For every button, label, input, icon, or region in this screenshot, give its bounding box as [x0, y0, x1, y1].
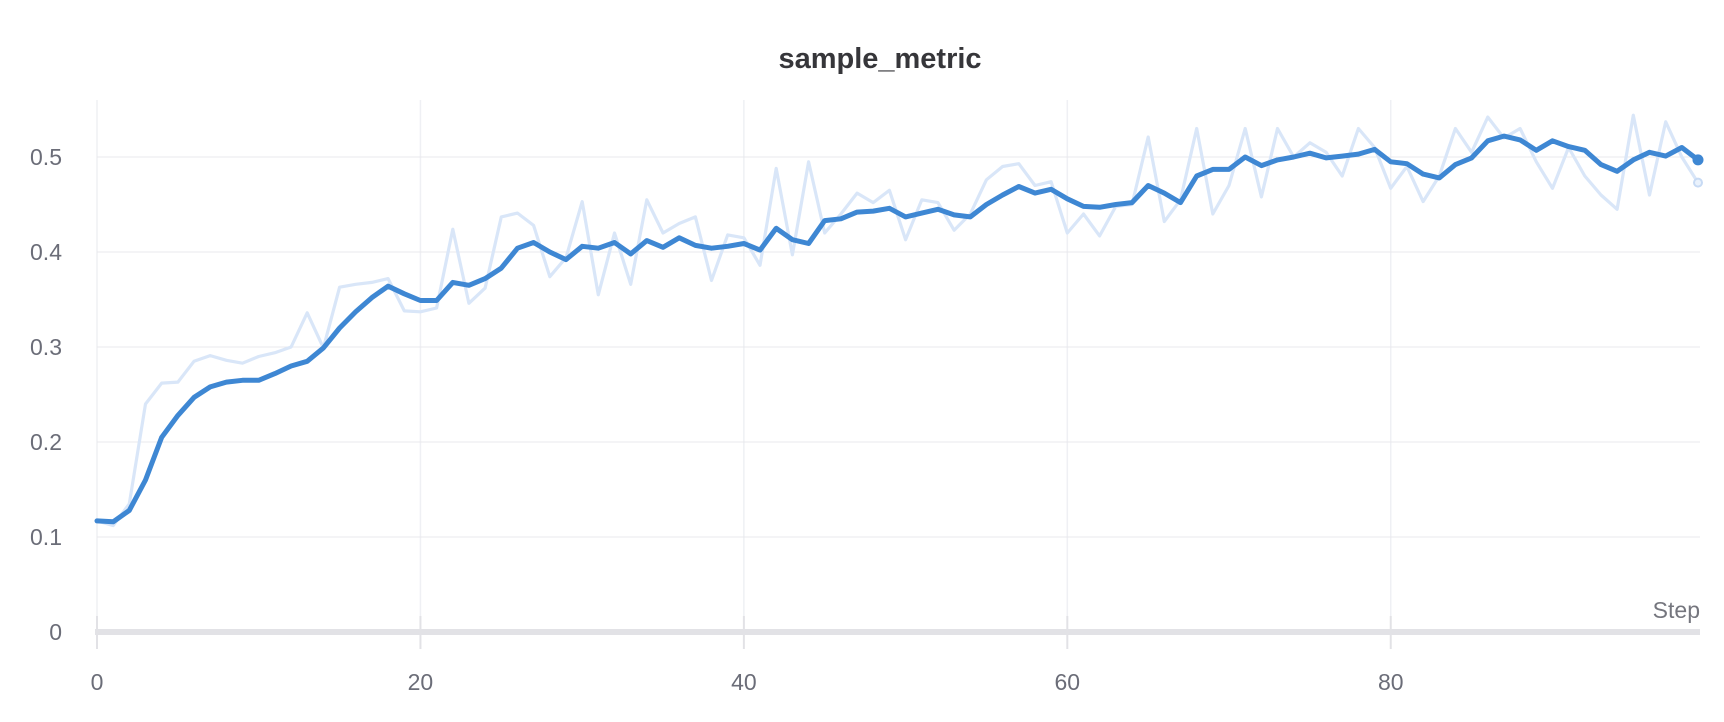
y-tick-label: 0.4	[30, 239, 62, 265]
x-tick-label: 80	[1378, 669, 1404, 695]
x-tick-label: 20	[408, 669, 434, 695]
y-axis-labels: 0 0.1 0.2 0.3 0.4 0.5	[30, 144, 62, 645]
smoothed-series-line[interactable]	[94, 133, 1701, 525]
y-tick-label: 0.2	[30, 429, 62, 455]
x-axis-labels: 0 20 40 60 80	[91, 669, 1404, 695]
x-tick-label: 0	[91, 669, 104, 695]
x-axis-title: Step	[1653, 597, 1700, 623]
y-tick-label: 0	[49, 619, 62, 645]
chart-title: sample_metric	[778, 43, 981, 75]
y-tick-label: 0.3	[30, 334, 62, 360]
raw-series-line[interactable]	[95, 113, 1700, 528]
smoothed-series-end-dot[interactable]	[1692, 154, 1704, 166]
raw-series-end-dot[interactable]	[1693, 177, 1703, 188]
x-axis-tick-marks	[96, 616, 1392, 649]
y-gridlines	[97, 156, 1700, 538]
x-tick-label: 40	[731, 669, 757, 695]
x-tick-label: 60	[1055, 669, 1081, 695]
y-tick-label: 0.1	[30, 524, 62, 550]
y-tick-label: 0.5	[30, 144, 62, 170]
